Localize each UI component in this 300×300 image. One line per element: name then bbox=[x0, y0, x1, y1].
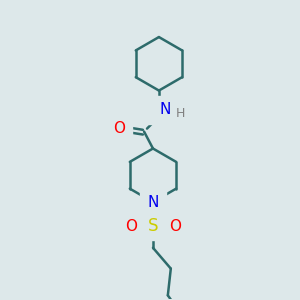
Text: N: N bbox=[160, 102, 171, 117]
Text: N: N bbox=[147, 194, 159, 209]
Text: O: O bbox=[113, 121, 125, 136]
Point bbox=[173, 224, 178, 229]
Text: H: H bbox=[176, 107, 185, 120]
Point bbox=[128, 224, 133, 229]
Point bbox=[116, 126, 121, 131]
Text: S: S bbox=[148, 218, 158, 236]
Point bbox=[157, 107, 161, 112]
Point bbox=[151, 200, 155, 204]
Point bbox=[151, 224, 155, 229]
Text: O: O bbox=[125, 219, 137, 234]
Text: O: O bbox=[169, 219, 181, 234]
